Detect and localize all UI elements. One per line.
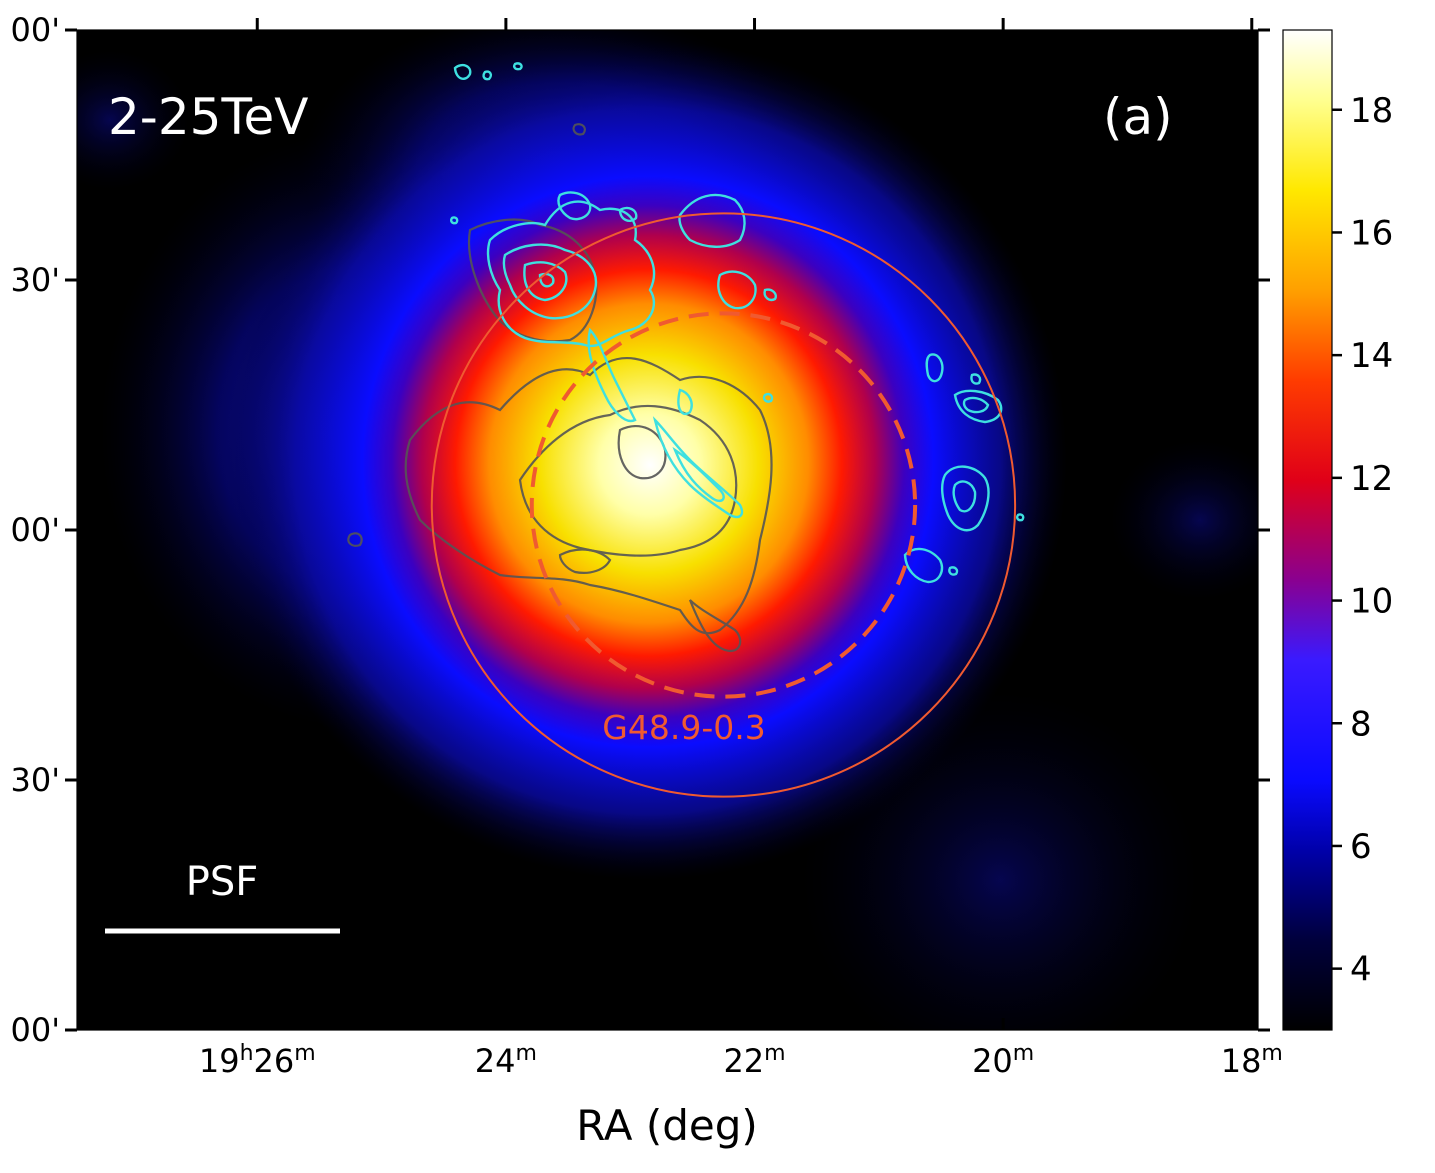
y-tick-label: 30' (10, 761, 60, 799)
source-label: G48.9-0.3 (602, 708, 765, 747)
energy-label: 2-25TeV (108, 88, 309, 146)
y-tick-label: 30' (10, 261, 60, 299)
y-tick-label: 00' (10, 11, 60, 49)
x-tick-label: 22m (723, 1041, 785, 1080)
colorbar (1282, 29, 1333, 1031)
inner-source-circle (529, 311, 918, 699)
main-emission (77, 30, 1258, 1030)
panel-label: (a) (1103, 88, 1173, 146)
y-tick-label: 00' (10, 1011, 60, 1049)
x-tick-label: 24m (475, 1041, 537, 1080)
colorbar-ticks: 4 6 8 10 12 14 16 18 (1332, 91, 1393, 990)
x-tick-label: 19h26m (199, 1041, 316, 1080)
x-tick-label: 18m (1221, 1041, 1283, 1080)
x-axis: 19h26m 24m 22m 20m 18m (199, 18, 1283, 1080)
colorbar-tick-label: 18 (1350, 91, 1393, 131)
y-tick-label: 00' (10, 511, 60, 549)
colorbar-tick-label: 14 (1350, 336, 1393, 376)
cyan-contours (450, 62, 1025, 584)
colorbar-tick-label: 12 (1350, 459, 1393, 499)
colorbar-tick-label: 8 (1350, 704, 1372, 744)
colorbar-tick-label: 10 (1350, 582, 1393, 622)
heatmap: G48.9-0.3 2-25TeV (a) PSF (77, 30, 1258, 1030)
x-axis-label: RA (deg) (576, 1101, 758, 1150)
colorbar-tick-label: 6 (1350, 827, 1372, 867)
x-tick-label: 20m (972, 1041, 1034, 1080)
y-axis: 00' 30' 00' 30' 00' (10, 11, 1270, 1049)
psf-label: PSF (186, 859, 259, 905)
outer-source-circle (430, 212, 1017, 798)
colorbar-tick-label: 4 (1350, 950, 1372, 990)
colorbar-tick-label: 16 (1350, 213, 1393, 253)
